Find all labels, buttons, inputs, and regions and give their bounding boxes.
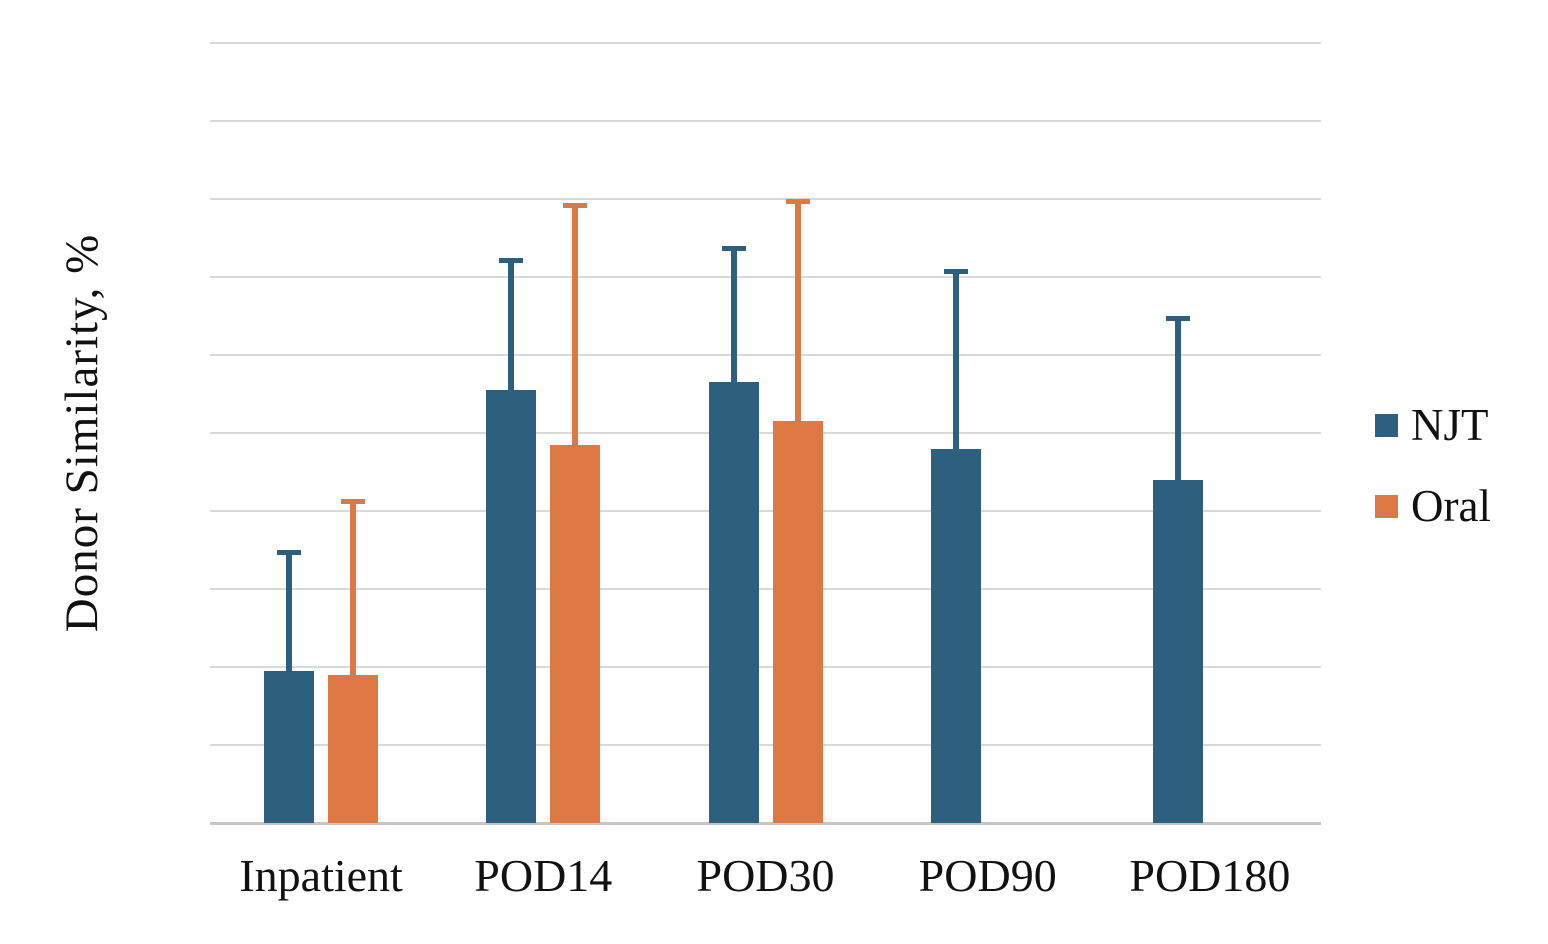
- x-tick-label: POD180: [1129, 850, 1291, 901]
- gridline: [210, 198, 1321, 200]
- error-bar-stem: [350, 499, 357, 675]
- gridline: [210, 354, 1321, 356]
- error-bar-cap: [721, 245, 746, 251]
- legend-item-oral: Oral: [1375, 484, 1491, 529]
- x-tick-label: POD90: [918, 850, 1057, 901]
- error-bar-stem: [286, 550, 293, 671]
- y-axis-title: Donor Similarity, %: [56, 233, 108, 633]
- gridline: [210, 510, 1321, 512]
- gridline: [210, 42, 1321, 44]
- error-bar-cap: [563, 202, 588, 208]
- error-bar-stem: [1174, 316, 1181, 480]
- bar-oral-pod14: [550, 444, 601, 823]
- legend-label: NJT: [1411, 400, 1489, 450]
- gridline: [210, 432, 1321, 434]
- error-bar-cap: [785, 199, 810, 204]
- legend: NJT Oral: [1375, 403, 1491, 529]
- error-bar-cap: [943, 269, 968, 275]
- bar-njt-pod90: [930, 448, 981, 823]
- plot-area: 0102030405060708090100InpatientPOD14POD3…: [210, 42, 1321, 901]
- gridline: [210, 588, 1321, 590]
- x-tick-label: Inpatient: [239, 850, 403, 901]
- error-bar-stem: [794, 199, 801, 422]
- error-bar-cap: [341, 499, 366, 505]
- x-tick-label: POD14: [474, 850, 613, 901]
- gridline: [210, 120, 1321, 122]
- x-tick-label: POD30: [696, 850, 835, 901]
- error-bar-cap: [1165, 316, 1190, 321]
- legend-label: Oral: [1411, 481, 1491, 531]
- error-bar-cap: [277, 550, 302, 555]
- error-bar-stem: [730, 245, 737, 383]
- bar-oral-pod30: [772, 421, 823, 823]
- bar-njt-inpatient: [264, 670, 315, 823]
- legend-swatch-oral: [1375, 495, 1398, 518]
- gridline: [210, 666, 1321, 668]
- error-bar-stem: [508, 257, 515, 391]
- legend-item-njt: NJT: [1375, 403, 1491, 448]
- bar-oral-inpatient: [328, 674, 379, 823]
- error-bar-stem: [952, 269, 959, 449]
- bar-njt-pod30: [708, 382, 759, 823]
- error-bar-stem: [572, 202, 579, 445]
- error-bar-cap: [499, 257, 524, 263]
- gridline: [210, 276, 1321, 278]
- bar-njt-pod180: [1152, 479, 1203, 823]
- gridline: [210, 744, 1321, 746]
- x-axis-line: [210, 822, 1321, 825]
- legend-swatch-njt: [1375, 414, 1398, 437]
- bar-njt-pod14: [486, 390, 537, 823]
